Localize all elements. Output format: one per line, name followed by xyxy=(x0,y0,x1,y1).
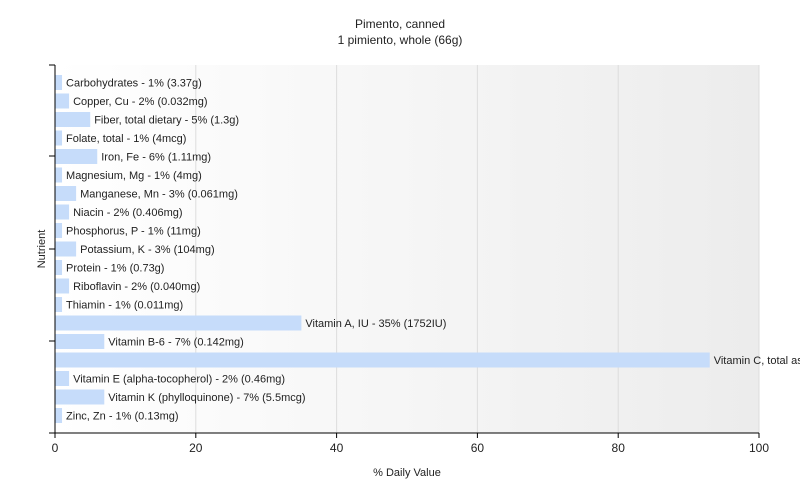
bar xyxy=(55,278,70,294)
bar-label: Copper, Cu - 2% (0.032mg) xyxy=(73,96,208,108)
plot-area xyxy=(55,65,759,433)
x-axis-label: % Daily Value xyxy=(373,467,441,479)
chart-subtitle: 1 pimiento, whole (66g) xyxy=(338,33,463,47)
x-tick-label: 80 xyxy=(612,441,626,455)
bar-label: Iron, Fe - 6% (1.11mg) xyxy=(101,152,211,164)
bar-label: Protein - 1% (0.73g) xyxy=(66,263,164,275)
bar-label: Folate, total - 1% (4mcg) xyxy=(66,133,186,145)
bar xyxy=(55,315,302,331)
bar-label: Magnesium, Mg - 1% (4mg) xyxy=(66,170,202,182)
bar xyxy=(55,241,77,257)
bar-label: Phosphorus, P - 1% (11mg) xyxy=(66,226,201,238)
bar-label: Vitamin E (alpha-tocopherol) - 2% (0.46m… xyxy=(73,374,285,386)
bar-label: Thiamin - 1% (0.011mg) xyxy=(66,300,183,312)
bar xyxy=(55,297,63,312)
bar xyxy=(55,352,710,368)
x-tick-labels: 0 20 40 60 80 100 xyxy=(52,433,769,455)
y-axis-label: Nutrient xyxy=(36,230,48,269)
bar-label: Niacin - 2% (0.406mg) xyxy=(73,207,182,219)
bar xyxy=(55,112,91,127)
bar-label: Vitamin K (phylloquinone) - 7% (5.5mcg) xyxy=(108,392,305,404)
bar xyxy=(55,186,77,201)
x-tick-label: 40 xyxy=(330,441,344,455)
bar-label: Riboflavin - 2% (0.040mg) xyxy=(73,281,200,293)
bar xyxy=(55,223,63,238)
bar xyxy=(55,260,63,275)
bar xyxy=(55,334,105,349)
bar xyxy=(55,371,70,386)
bar xyxy=(55,408,63,423)
bar xyxy=(55,167,63,183)
bar-label: Fiber, total dietary - 5% (1.3g) xyxy=(94,115,239,127)
bars-group: Carbohydrates - 1% (3.37g) Copper, Cu - 2… xyxy=(55,75,800,423)
bar-label: Manganese, Mn - 3% (0.061mg) xyxy=(80,189,238,201)
bar xyxy=(55,93,70,109)
bar-label: Vitamin C, total ascorbic acid - 93% (56… xyxy=(714,355,800,367)
x-tick-label: 0 xyxy=(52,441,59,455)
bar xyxy=(55,389,105,405)
x-tick-label: 20 xyxy=(189,441,203,455)
bar xyxy=(55,204,70,220)
bar-label: Vitamin A, IU - 35% (1752IU) xyxy=(305,318,446,330)
bar xyxy=(55,130,63,146)
grid-lines xyxy=(195,65,760,433)
bar-label: Carbohydrates - 1% (3.37g) xyxy=(66,78,202,90)
bar-label: Vitamin B-6 - 7% (0.142mg) xyxy=(108,337,244,349)
bar xyxy=(55,75,63,90)
bar xyxy=(55,149,98,164)
axes-group xyxy=(49,64,759,434)
bar-label: Zinc, Zn - 1% (0.13mg) xyxy=(66,411,178,423)
x-tick-label: 60 xyxy=(471,441,485,455)
x-tick-label: 100 xyxy=(749,441,769,455)
bar-label: Potassium, K - 3% (104mg) xyxy=(80,244,215,256)
chart-title: Pimento, canned xyxy=(355,17,445,31)
